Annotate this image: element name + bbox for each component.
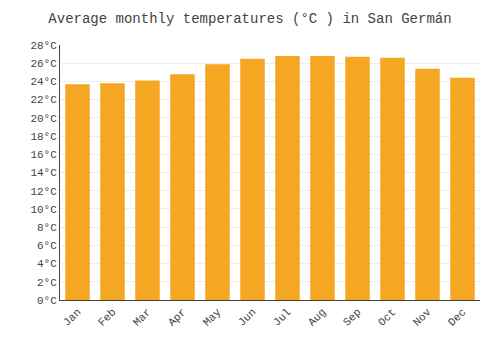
svg-text:Nov: Nov: [411, 306, 434, 329]
svg-text:Jul: Jul: [271, 306, 293, 328]
svg-text:22°C: 22°C: [30, 94, 57, 106]
svg-text:26°C: 26°C: [30, 58, 57, 70]
svg-text:Jun: Jun: [236, 306, 258, 328]
svg-text:18°C: 18°C: [30, 131, 57, 143]
svg-text:Dec: Dec: [446, 306, 468, 328]
svg-text:8°C: 8°C: [37, 222, 57, 234]
svg-text:Mar: Mar: [131, 306, 153, 328]
svg-text:16°C: 16°C: [30, 149, 57, 161]
svg-text:May: May: [201, 306, 224, 329]
svg-text:20°C: 20°C: [30, 113, 57, 125]
svg-text:Jan: Jan: [61, 306, 83, 328]
svg-text:Oct: Oct: [376, 306, 398, 328]
svg-text:Sep: Sep: [341, 306, 363, 328]
svg-text:Average monthly temperatures (: Average monthly temperatures (°C ) in Sa…: [48, 11, 451, 27]
svg-text:Aug: Aug: [306, 306, 328, 328]
svg-text:28°C: 28°C: [30, 40, 57, 52]
svg-text:14°C: 14°C: [30, 167, 57, 179]
svg-text:2°C: 2°C: [37, 277, 57, 289]
svg-text:12°C: 12°C: [30, 186, 57, 198]
svg-text:Apr: Apr: [166, 306, 188, 328]
svg-text:0°C: 0°C: [37, 295, 57, 307]
svg-text:Feb: Feb: [96, 306, 118, 328]
svg-text:24°C: 24°C: [30, 76, 57, 88]
svg-text:6°C: 6°C: [37, 240, 57, 252]
svg-text:4°C: 4°C: [37, 258, 57, 270]
svg-text:10°C: 10°C: [30, 204, 57, 216]
